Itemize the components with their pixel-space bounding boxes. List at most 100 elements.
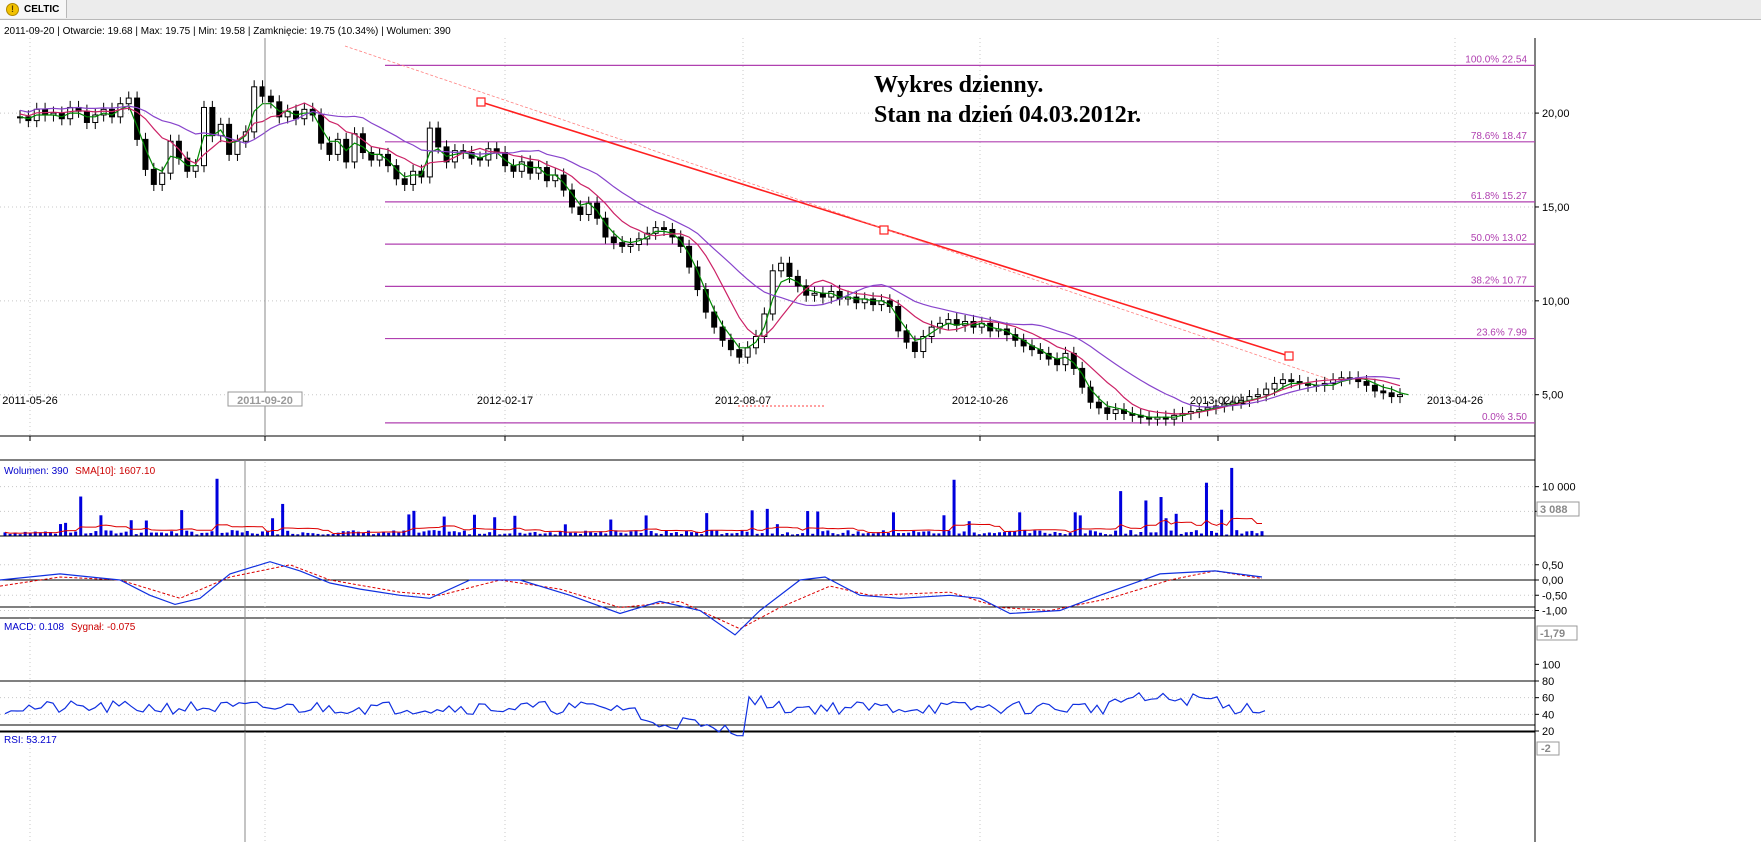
volume-bar bbox=[427, 530, 431, 536]
candle-body bbox=[184, 157, 191, 172]
volume-bar bbox=[563, 524, 567, 536]
volume-bar bbox=[674, 532, 678, 536]
candle-body bbox=[736, 349, 743, 358]
candle-body bbox=[1104, 407, 1111, 414]
rsi-tick-label: 20 bbox=[1542, 726, 1554, 738]
volume-bar bbox=[932, 533, 936, 536]
candle-body bbox=[928, 326, 935, 338]
candle-body bbox=[870, 298, 877, 306]
candle-body bbox=[1054, 358, 1061, 366]
volume-bar bbox=[1159, 497, 1163, 536]
volume-bar bbox=[538, 533, 542, 536]
fib-label: 100.0% 22.54 bbox=[1465, 54, 1527, 65]
volume-bar bbox=[836, 534, 840, 536]
volume-bar bbox=[715, 530, 719, 536]
volume-bar bbox=[235, 530, 239, 536]
candle-body bbox=[1263, 388, 1270, 396]
trend-anchor bbox=[879, 225, 889, 235]
candle-body bbox=[920, 336, 927, 353]
volume-bar bbox=[1250, 530, 1254, 536]
volume-bar bbox=[669, 533, 673, 536]
volume-bar bbox=[64, 522, 68, 536]
candle-body bbox=[410, 170, 417, 185]
volume-bar bbox=[508, 533, 512, 536]
tab-celtic[interactable]: ! CELTIC bbox=[0, 0, 67, 18]
volume-bar bbox=[710, 530, 714, 536]
volume-bar bbox=[881, 530, 885, 536]
volume-bar bbox=[493, 517, 497, 536]
volume-bar bbox=[750, 510, 754, 536]
volume-bar bbox=[755, 533, 759, 536]
volume-bar bbox=[775, 524, 779, 536]
volume-bar bbox=[851, 533, 855, 536]
volume-bar bbox=[1184, 532, 1188, 536]
sma-legend-value: SMA[10]: 1607.10 bbox=[75, 466, 156, 477]
volume-bar bbox=[513, 515, 517, 536]
volume-bar bbox=[871, 533, 875, 536]
price-tick-label: 15,00 bbox=[1542, 202, 1570, 214]
volume-bar bbox=[43, 531, 47, 536]
volume-bar bbox=[972, 532, 976, 536]
candle-body bbox=[510, 165, 517, 172]
candle-body bbox=[719, 326, 726, 341]
x-tick-label: 2012-02-17 bbox=[477, 395, 533, 407]
candle-body bbox=[351, 133, 358, 163]
volume-bar bbox=[907, 532, 911, 536]
volume-bar bbox=[69, 532, 73, 536]
volume-bar bbox=[149, 532, 153, 536]
candle-body bbox=[627, 244, 634, 247]
volume-bar bbox=[397, 532, 401, 536]
volume-bar bbox=[791, 534, 795, 536]
chart-canvas[interactable]: 100.0% 22.54 78.6% 18.47 61.8% 15.27 50.0% … bbox=[0, 20, 1761, 842]
volume-bar bbox=[1194, 530, 1198, 536]
volume-legend-value: Wolumen: 390 bbox=[4, 466, 69, 477]
candle-body bbox=[1070, 352, 1077, 369]
volume-bar bbox=[1199, 533, 1203, 536]
candle-body bbox=[619, 242, 626, 247]
volume-bar bbox=[897, 533, 901, 536]
volume-bar bbox=[266, 530, 270, 536]
volume-bar bbox=[276, 534, 280, 536]
candle-body bbox=[326, 142, 333, 155]
candle-body bbox=[1112, 409, 1119, 414]
volume-bar bbox=[38, 532, 42, 536]
volume-bar bbox=[18, 534, 22, 536]
candle-body bbox=[100, 108, 107, 116]
volume-bar bbox=[452, 531, 456, 536]
volume-bar bbox=[735, 532, 739, 536]
volume-bar bbox=[659, 533, 663, 536]
volume-bar bbox=[79, 496, 83, 536]
volume-bar bbox=[700, 534, 704, 536]
macd-line bbox=[0, 561, 1263, 636]
volume-bar bbox=[180, 510, 184, 536]
macd-signal-line bbox=[0, 564, 1263, 630]
volume-bar bbox=[584, 530, 588, 536]
volume-bar bbox=[523, 533, 527, 536]
volume-bar bbox=[1204, 482, 1208, 536]
volume-bar bbox=[165, 533, 169, 536]
candle-body bbox=[610, 236, 617, 244]
volume-bar bbox=[104, 530, 108, 536]
volume-bar bbox=[624, 533, 628, 536]
volume-bar bbox=[291, 533, 295, 536]
volume-bar bbox=[679, 533, 683, 536]
ma-short-line bbox=[19, 103, 1409, 418]
candle-body bbox=[259, 86, 266, 97]
volume-bar bbox=[992, 533, 996, 536]
volume-bar bbox=[472, 514, 476, 536]
volume-bar bbox=[33, 531, 37, 536]
volume-bar bbox=[432, 530, 436, 536]
volume-bar bbox=[1018, 512, 1022, 536]
candle-body bbox=[401, 178, 408, 185]
volume-bar bbox=[1144, 500, 1148, 536]
volume-bar bbox=[780, 534, 784, 536]
volume-bar bbox=[1169, 530, 1173, 536]
volume-bar bbox=[175, 533, 179, 536]
volume-last-label: 3 088 bbox=[1540, 504, 1568, 516]
volume-bar bbox=[89, 533, 93, 536]
volume-bar bbox=[457, 532, 461, 536]
volume-bar bbox=[301, 532, 305, 536]
candle-body bbox=[769, 270, 776, 315]
ma-mid-line bbox=[19, 102, 1401, 415]
volume-bar bbox=[346, 531, 350, 536]
